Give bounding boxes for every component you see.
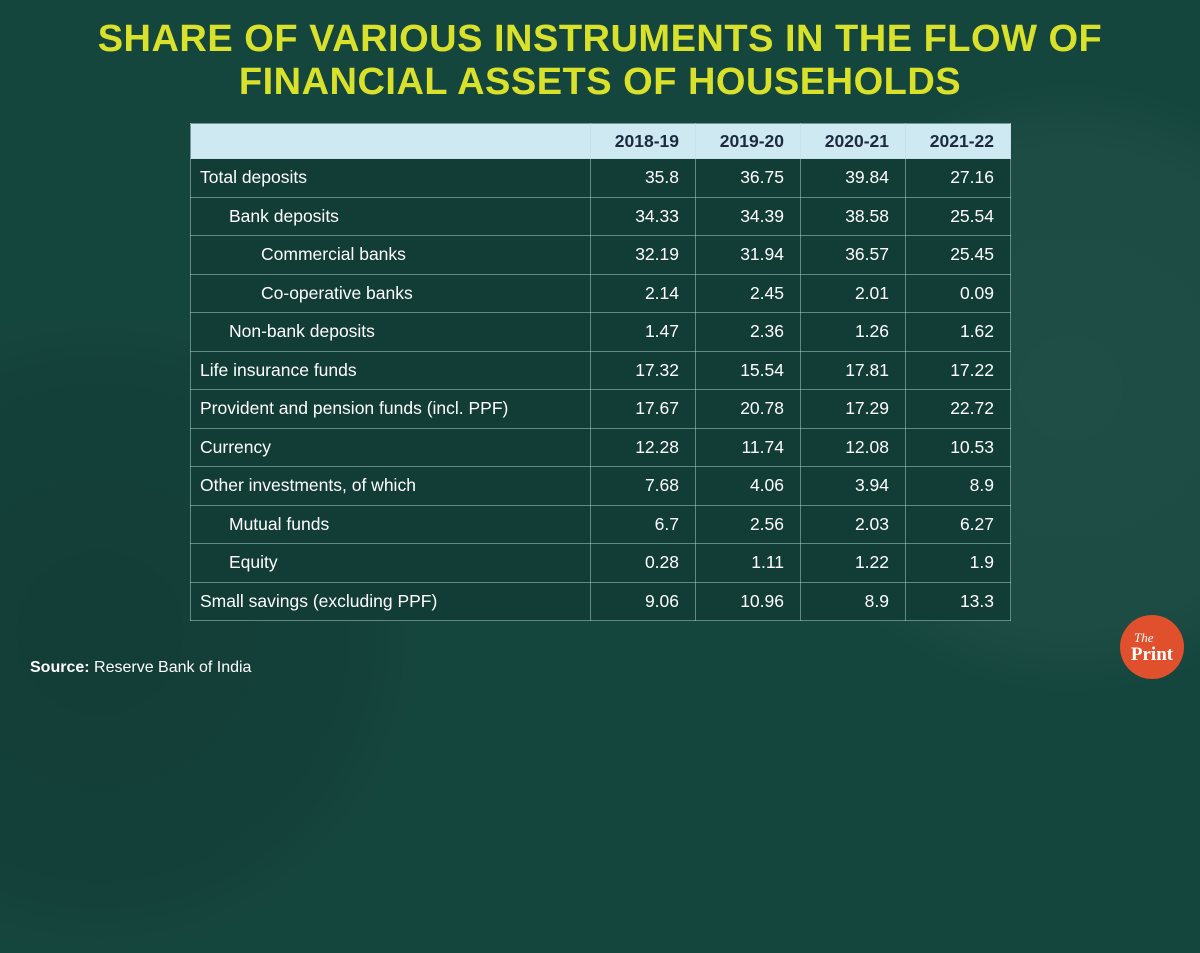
value-cell: 11.74 — [695, 427, 801, 468]
value-cell: 2.03 — [800, 504, 906, 545]
value-cell: 25.54 — [905, 196, 1011, 237]
column-header: 2020-21 — [800, 123, 906, 160]
value-cell: 13.3 — [905, 581, 1011, 622]
table-row: Small savings (excluding PPF) 9.06 10.96 8.… — [190, 581, 1011, 622]
table-header-row: 2018-19 2019-20 2020-21 2021-22 — [190, 123, 1011, 160]
value-cell: 0.28 — [590, 543, 696, 583]
value-cell: 34.39 — [695, 196, 801, 237]
row-label: Other investments, of which — [190, 466, 591, 506]
table-row: Mutual funds 6.7 2.56 2.03 6.27 — [190, 504, 1011, 545]
row-label: Non-bank deposits — [190, 312, 591, 352]
page-title-line-1: SHARE OF VARIOUS INSTRUMENTS IN THE FLOW… — [97, 18, 1103, 60]
value-cell: 8.9 — [800, 581, 906, 622]
column-header: 2021-22 — [905, 123, 1011, 160]
table-row: Currency 12.28 11.74 12.08 10.53 — [190, 427, 1011, 468]
value-cell: 2.56 — [695, 504, 801, 545]
value-cell: 36.57 — [800, 235, 906, 275]
value-cell: 35.8 — [590, 158, 696, 198]
value-cell: 38.58 — [800, 196, 906, 237]
value-cell: 15.54 — [695, 350, 801, 391]
row-label: Commercial banks — [190, 235, 591, 275]
row-label: Total deposits — [190, 158, 591, 198]
value-cell: 17.22 — [905, 350, 1011, 391]
row-label: Small savings (excluding PPF) — [190, 581, 591, 622]
table-row: Commercial banks 32.19 31.94 36.57 25.45 — [190, 235, 1011, 275]
value-cell: 1.9 — [905, 543, 1011, 583]
source-text: Reserve Bank of India — [89, 659, 252, 676]
value-cell: 6.27 — [905, 504, 1011, 545]
value-cell: 4.06 — [695, 466, 801, 506]
table-row: Non-bank deposits 1.47 2.36 1.26 1.62 — [190, 312, 1011, 352]
value-cell: 3.94 — [800, 466, 906, 506]
value-cell: 12.08 — [800, 427, 906, 468]
value-cell: 7.68 — [590, 466, 696, 506]
value-cell: 6.7 — [590, 504, 696, 545]
source-note: Source: Reserve Bank of India — [30, 659, 251, 677]
data-table-container: 2018-19 2019-20 2020-21 2021-22 Total depos… — [190, 123, 1011, 622]
value-cell: 2.36 — [695, 312, 801, 352]
value-cell: 31.94 — [695, 235, 801, 275]
source-label: Source: — [30, 659, 90, 676]
value-cell: 36.75 — [695, 158, 801, 198]
value-cell: 27.16 — [905, 158, 1011, 198]
value-cell: 20.78 — [695, 389, 801, 429]
value-cell: 12.28 — [590, 427, 696, 468]
value-cell: 1.22 — [800, 543, 906, 583]
row-label: Equity — [190, 543, 591, 583]
row-label: Currency — [190, 427, 591, 468]
value-cell: 17.67 — [590, 389, 696, 429]
row-label: Co-operative banks — [190, 273, 591, 314]
value-cell: 39.84 — [800, 158, 906, 198]
page-title: SHARE OF VARIOUS INSTRUMENTS IN THE FLOW… — [0, 18, 1200, 103]
value-cell: 1.47 — [590, 312, 696, 352]
table-row: Life insurance funds 17.32 15.54 17.81 17.22 — [190, 350, 1011, 391]
row-label: Mutual funds — [190, 504, 591, 545]
value-cell: 10.53 — [905, 427, 1011, 468]
value-cell: 1.62 — [905, 312, 1011, 352]
theprint-logo: The Print — [1120, 615, 1184, 679]
table-row: Total deposits 35.8 36.75 39.84 27.16 — [190, 158, 1011, 198]
header-empty-cell — [190, 123, 591, 160]
value-cell: 17.81 — [800, 350, 906, 391]
value-cell: 2.14 — [590, 273, 696, 314]
value-cell: 9.06 — [590, 581, 696, 622]
theprint-logo-print: Print — [1130, 643, 1174, 665]
column-header: 2018-19 — [590, 123, 696, 160]
column-header: 2019-20 — [695, 123, 801, 160]
table-row: Other investments, of which 7.68 4.06 3.94 8… — [190, 466, 1011, 506]
table-row: Provident and pension funds (incl. PPF) 1… — [190, 389, 1011, 429]
value-cell: 2.45 — [695, 273, 801, 314]
value-cell: 1.11 — [695, 543, 801, 583]
value-cell: 25.45 — [905, 235, 1011, 275]
theprint-logo-the: The — [1134, 629, 1154, 645]
value-cell: 34.33 — [590, 196, 696, 237]
row-label: Provident and pension funds (incl. PPF) — [190, 389, 591, 429]
row-label: Bank deposits — [190, 196, 591, 237]
page-title-line-2: FINANCIAL ASSETS OF HOUSEHOLDS — [238, 60, 962, 103]
table-row: Co-operative banks 2.14 2.45 2.01 0.09 — [190, 273, 1011, 314]
value-cell: 22.72 — [905, 389, 1011, 429]
value-cell: 17.32 — [590, 350, 696, 391]
value-cell: 1.26 — [800, 312, 906, 352]
value-cell: 2.01 — [800, 273, 906, 314]
table-row: Equity 0.28 1.11 1.22 1.9 — [190, 543, 1011, 583]
value-cell: 32.19 — [590, 235, 696, 275]
value-cell: 0.09 — [905, 273, 1011, 314]
value-cell: 8.9 — [905, 466, 1011, 506]
value-cell: 17.29 — [800, 389, 906, 429]
row-label: Life insurance funds — [190, 350, 591, 391]
table-row: Bank deposits 34.33 34.39 38.58 25.54 — [190, 196, 1011, 237]
value-cell: 10.96 — [695, 581, 801, 622]
data-table: 2018-19 2019-20 2020-21 2021-22 Total depos… — [190, 123, 1011, 622]
